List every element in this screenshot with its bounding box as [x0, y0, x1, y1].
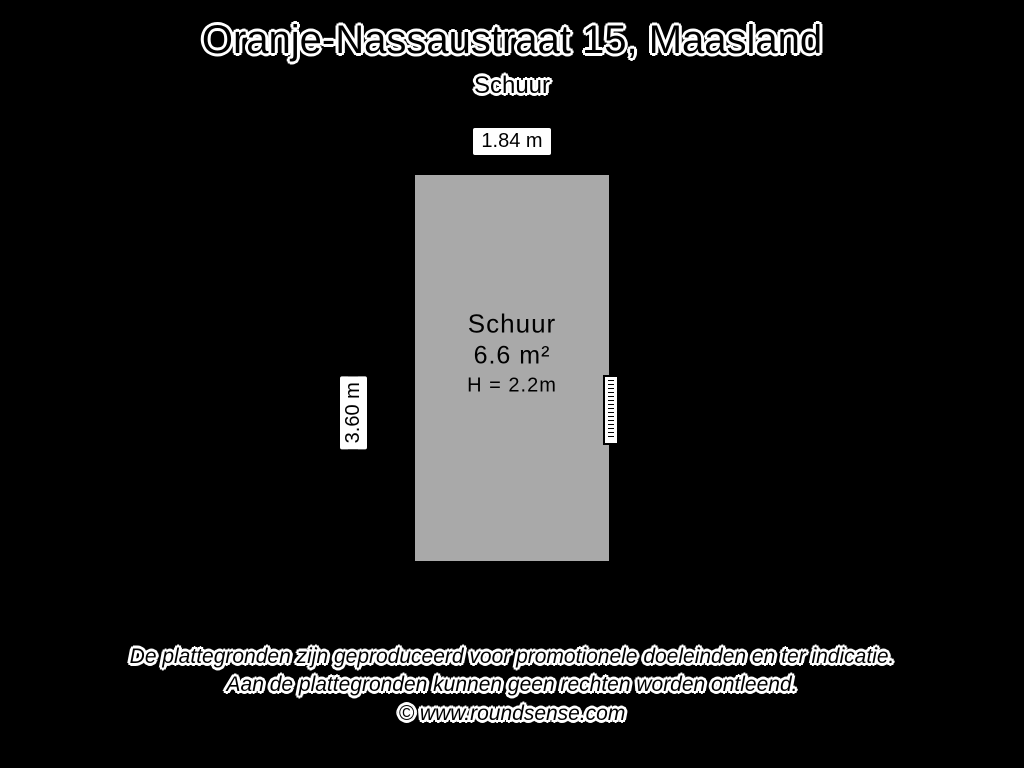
- dimension-width-label: 1.84 m: [473, 128, 550, 155]
- tick-icon: [471, 137, 473, 147]
- room-name: Schuur: [467, 308, 557, 339]
- disclaimer: De plattegronden zijn geproduceerd voor …: [0, 643, 1024, 728]
- room-area: 6.6 m²: [467, 341, 557, 370]
- dimension-height: 3.60 m: [340, 376, 367, 454]
- dimension-height-text: 3.60 m: [342, 382, 364, 443]
- dimension-height-label: 3.60 m: [340, 376, 367, 449]
- disclaimer-line: De plattegronden zijn geproduceerd voor …: [0, 643, 1024, 671]
- tick-icon: [551, 137, 553, 147]
- dimension-width: 1.84 m: [0, 128, 1024, 155]
- room-label: Schuur 6.6 m² H = 2.2m: [467, 308, 557, 397]
- disclaimer-line: Aan de plattegronden kunnen geen rechten…: [0, 671, 1024, 699]
- page-subtitle: Schuur: [0, 72, 1024, 100]
- tick-icon: [349, 449, 359, 451]
- room-rect: Schuur 6.6 m² H = 2.2m: [412, 172, 612, 564]
- page-title: Oranje-Nassaustraat 15, Maasland: [0, 18, 1024, 63]
- room-height: H = 2.2m: [467, 374, 557, 397]
- tick-icon: [349, 374, 359, 376]
- dimension-width-text: 1.84 m: [481, 130, 542, 152]
- window-icon: [603, 375, 619, 445]
- disclaimer-copyright: © www.roundsense.com: [0, 700, 1024, 728]
